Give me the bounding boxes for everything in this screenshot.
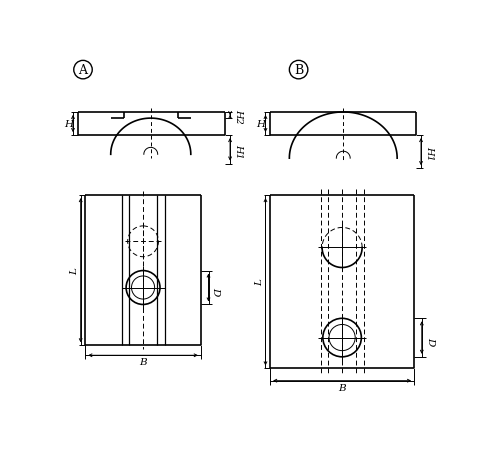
Text: H2: H2 [234,109,243,124]
Text: B: B [139,357,147,366]
Text: H1: H1 [234,143,243,158]
Text: D: D [211,287,220,295]
Text: B: B [294,64,303,77]
Text: A: A [78,64,88,77]
Text: H1: H1 [425,146,434,160]
Text: L: L [70,267,79,274]
Text: H: H [64,120,73,129]
Text: H: H [256,120,266,129]
Text: D: D [426,337,435,345]
Text: B: B [338,383,346,392]
Text: L: L [255,279,264,285]
